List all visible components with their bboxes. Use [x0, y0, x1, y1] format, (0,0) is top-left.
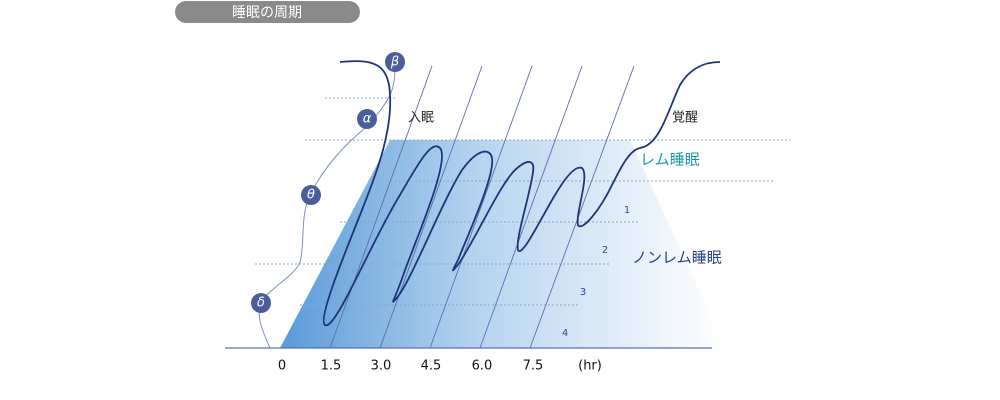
time-tick: 1.5	[321, 359, 342, 374]
time-line	[429, 65, 533, 349]
rem-label: レム睡眠	[640, 151, 700, 169]
wave-label: α	[363, 112, 372, 127]
stage-label: 4	[562, 328, 568, 339]
title: 睡眠の周期	[232, 5, 302, 21]
hypnogram	[322, 60, 721, 326]
wave-circle	[385, 52, 405, 72]
wave-label: δ	[257, 296, 265, 311]
sleep-area	[280, 140, 720, 348]
wave-circle	[301, 185, 321, 205]
time-line	[529, 65, 635, 349]
stage-label: 1	[624, 205, 630, 216]
time-unit: (hr)	[578, 359, 602, 374]
wave-label: β	[390, 55, 399, 70]
time-tick: 3.0	[371, 359, 392, 374]
time-tick: 0	[278, 359, 286, 374]
time-tick: 6.0	[472, 359, 493, 374]
non-rem-label: ノンレム睡眠	[632, 249, 722, 267]
wave-circle	[357, 109, 377, 129]
awakening-label: 覚醒	[672, 111, 698, 126]
time-line	[479, 65, 583, 349]
wave-label: θ	[307, 188, 315, 203]
stage-label: 3	[580, 287, 586, 298]
sleep-onset-label: 入眠	[408, 111, 434, 126]
stage-label: 2	[602, 245, 608, 256]
wave-circle	[251, 293, 271, 313]
time-line	[329, 65, 433, 349]
time-tick: 7.5	[523, 359, 544, 374]
wave-markers: β α θ δ	[251, 52, 405, 313]
time-tick: 4.5	[421, 359, 442, 374]
title-pill	[175, 1, 360, 23]
time-lines	[329, 65, 635, 349]
time-line	[379, 65, 483, 349]
